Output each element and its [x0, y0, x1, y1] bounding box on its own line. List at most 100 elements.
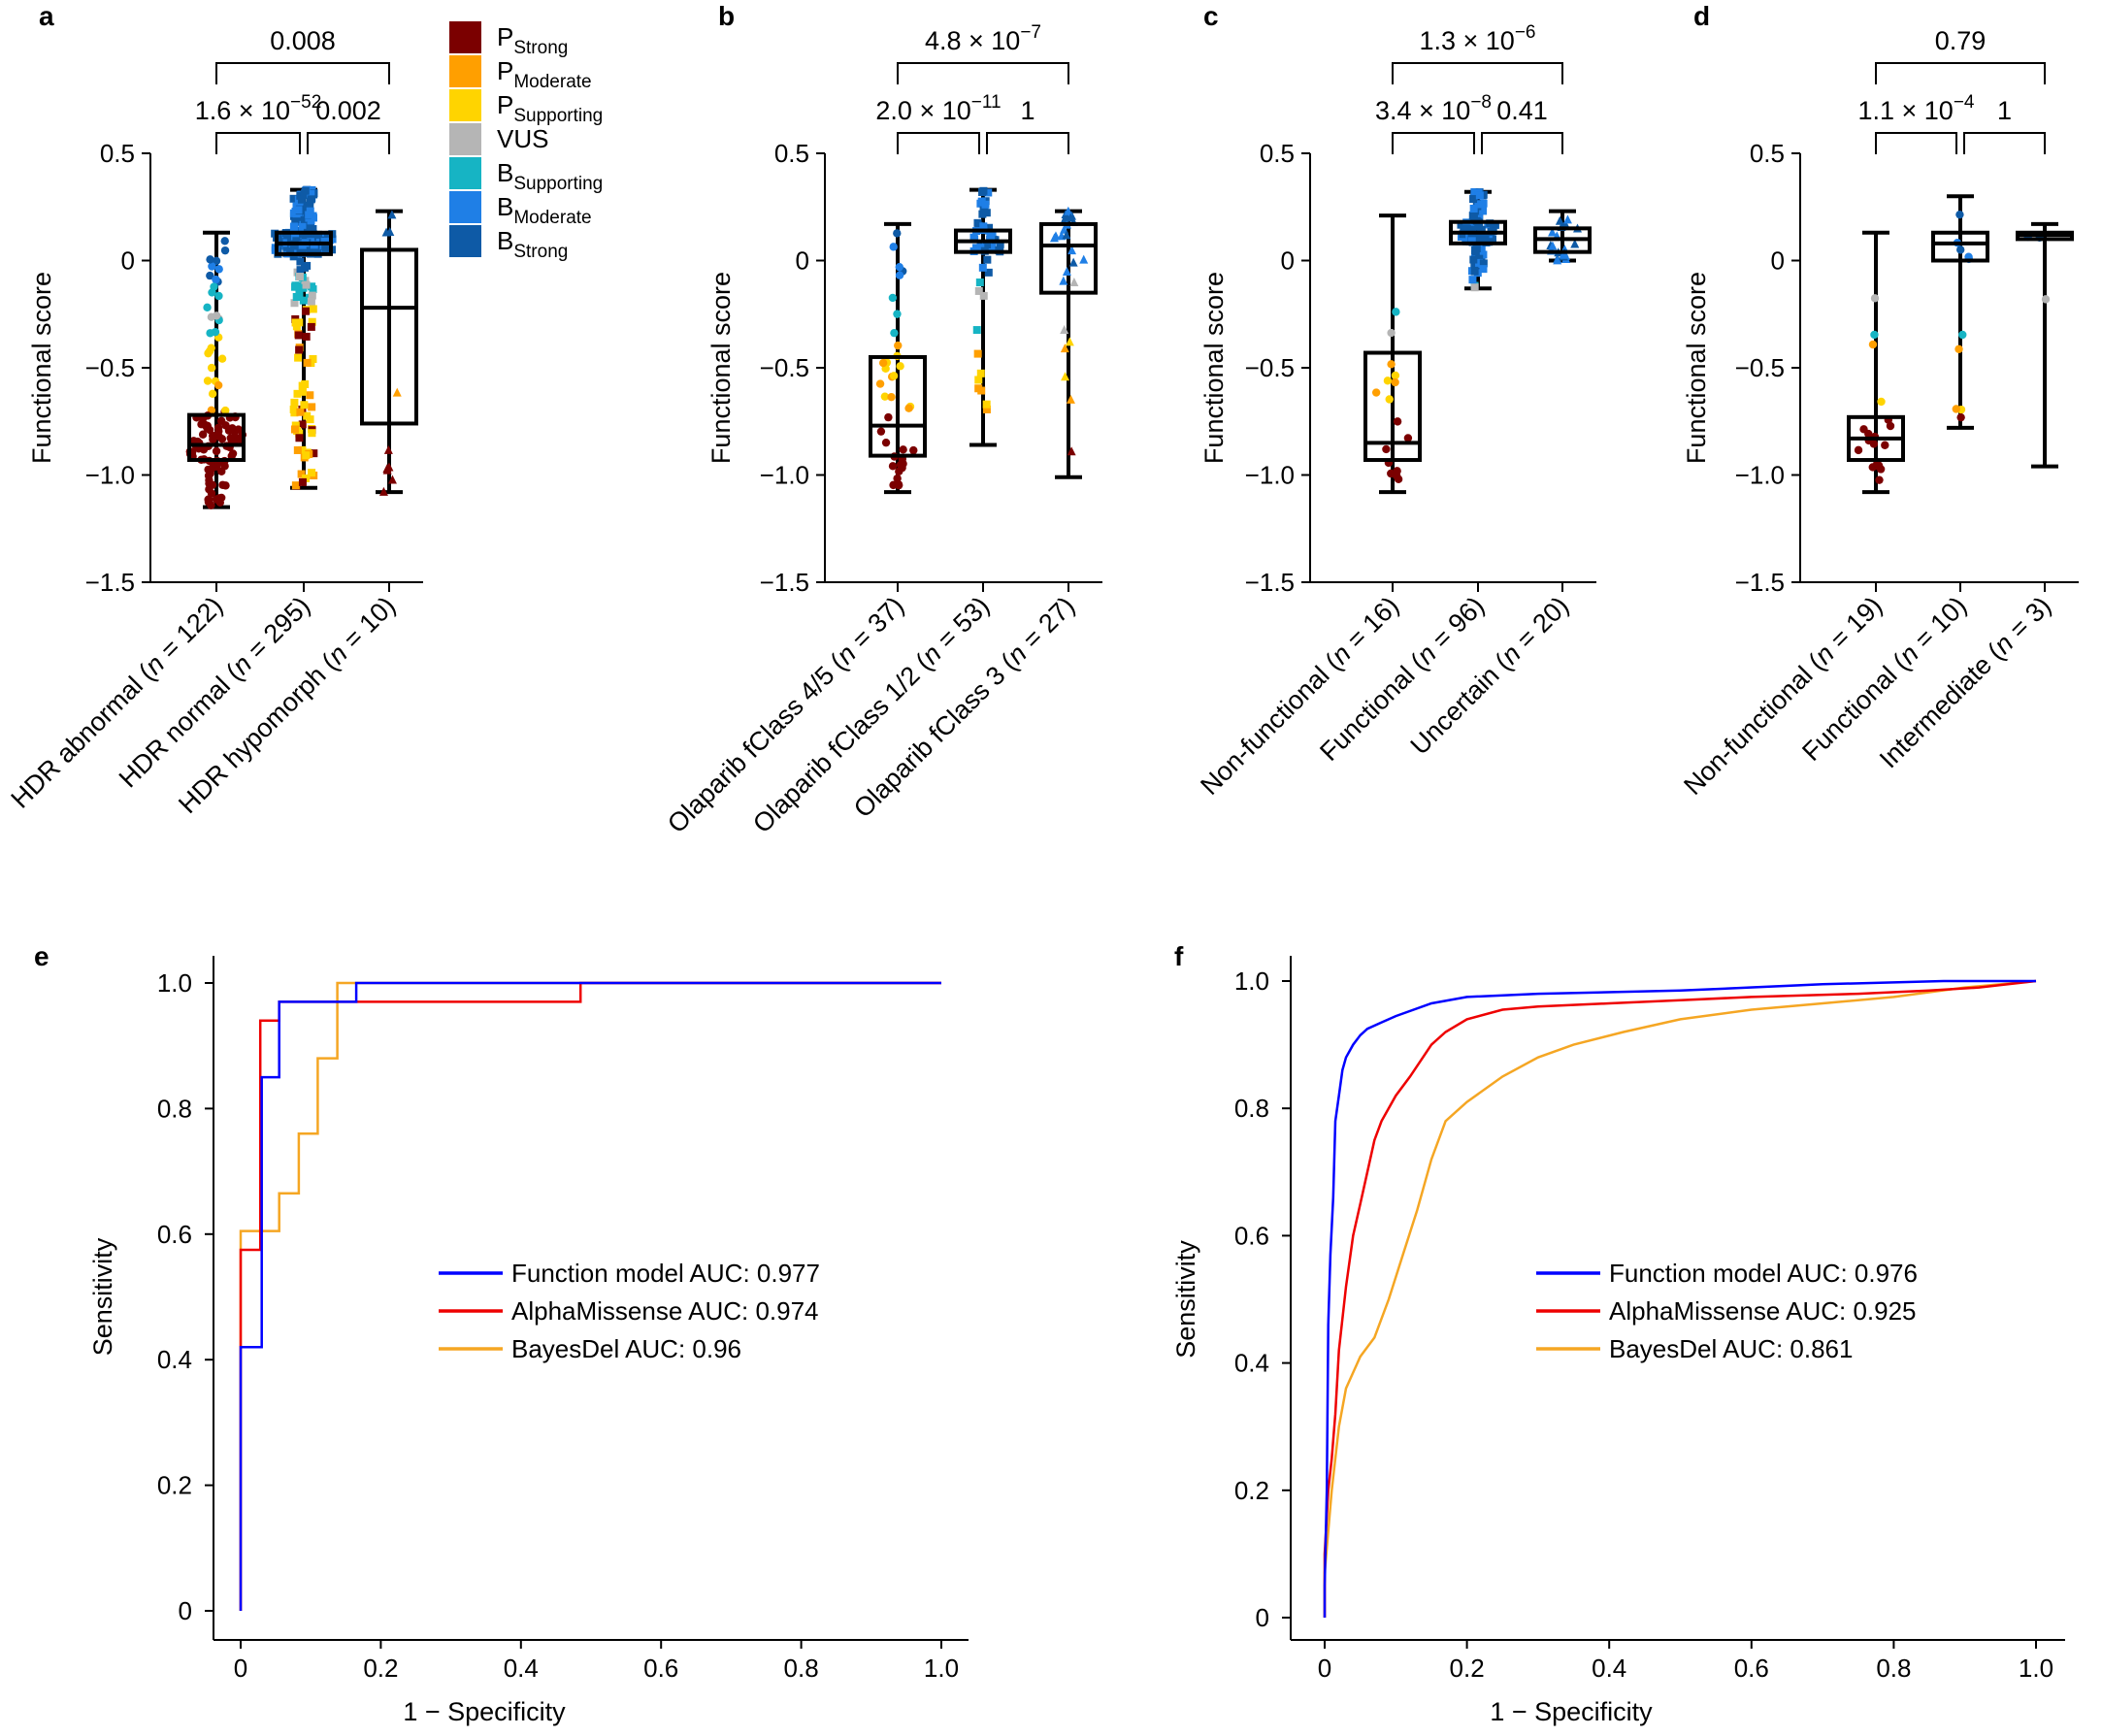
data-point: [218, 480, 227, 489]
legend-main: B: [497, 158, 513, 187]
pvalue-bracket-d: [1963, 132, 2046, 154]
y-axis-title-f: Sensitivity: [1171, 1240, 1200, 1359]
data-point: [207, 466, 215, 475]
y-axis-title-b: Functional score: [706, 272, 736, 464]
data-point: [300, 401, 309, 409]
y-tick-label-d: −0.5: [1735, 353, 1785, 382]
pvalue-label-a: 0.008: [270, 26, 336, 55]
data-point: [303, 358, 312, 367]
x-tick-label-text: Non-functional (: [1678, 649, 1829, 801]
data-point: [297, 195, 306, 204]
y-tick-label-a: 0: [121, 246, 135, 276]
data-point: [1468, 276, 1477, 284]
data-point: [291, 281, 300, 290]
data-point: [1881, 441, 1889, 449]
box-b: [1039, 221, 1098, 295]
legend-main: P: [497, 22, 513, 51]
y-tick-label-f: 0.8: [1234, 1094, 1269, 1123]
data-point: [220, 237, 229, 246]
x-tick-label-text: HDR abnormal (: [5, 660, 159, 814]
data-point: [295, 273, 304, 281]
pvalue-label-a: 1.6 × 10−52: [195, 92, 322, 125]
data-point: [1059, 276, 1068, 285]
data-point: [298, 387, 307, 396]
y-tick-label-b: −1.5: [760, 568, 809, 597]
data-point: [234, 425, 243, 434]
x-tick-label-n: = 53): [927, 591, 996, 660]
data-point: [303, 201, 312, 210]
data-point: [1479, 250, 1488, 259]
pvalue-exponent: −7: [1020, 22, 1041, 43]
x-tick-label-f: 0.6: [1734, 1654, 1769, 1683]
y-tick-label-c: −1.0: [1245, 461, 1295, 490]
data-point: [976, 244, 985, 252]
panel-label-e: e: [34, 941, 49, 971]
pvalue-bracket-c: [1481, 132, 1563, 154]
pvalue-label-b: 2.0 × 10−11: [875, 92, 1001, 125]
legend-sub: Moderate: [513, 72, 591, 92]
data-point: [1079, 254, 1089, 264]
legend-sub: Strong: [513, 38, 568, 58]
data-point: [314, 230, 323, 239]
pvalue-mantissa: 1.1 × 10: [1857, 96, 1953, 125]
x-tick-label-e: 0.2: [363, 1654, 398, 1683]
pvalue-mantissa: 1.3 × 10: [1419, 26, 1514, 55]
data-point: [294, 353, 303, 362]
pvalue-bracket-b: [897, 132, 980, 154]
data-point: [300, 216, 309, 225]
x-tick-label-f: 0.8: [1876, 1654, 1911, 1683]
data-point: [199, 445, 209, 454]
data-point: [216, 416, 226, 425]
data-point: [1060, 324, 1069, 334]
data-point: [301, 307, 310, 315]
y-tick-label-f: 0.6: [1234, 1221, 1269, 1250]
data-point: [307, 221, 315, 230]
legend-label-B_Supporting: BSupporting: [497, 158, 603, 194]
legend-swatch-VUS: [449, 123, 481, 155]
data-point: [293, 389, 302, 398]
legend-main: B: [497, 192, 513, 221]
data-point: [308, 403, 316, 411]
data-point: [972, 326, 981, 335]
legend-label-B_Moderate: BModerate: [497, 192, 592, 228]
data-point: [984, 268, 993, 277]
data-point: [220, 246, 230, 255]
data-point: [984, 188, 993, 197]
pvalue-bracket-d: [1875, 132, 1957, 154]
pvalue-mantissa: 2.0 × 10: [875, 96, 970, 125]
roc-curve-alphamissense: [1323, 979, 2037, 1618]
data-point: [983, 240, 992, 248]
y-tick-label-b: 0.5: [774, 139, 809, 168]
legend-swatch-B_Moderate: [449, 191, 481, 223]
data-point: [1570, 239, 1580, 248]
x-tick-label-c: Functional (n = 96): [1314, 591, 1490, 767]
y-tick-label-d: −1.0: [1735, 461, 1785, 490]
data-point: [295, 345, 304, 354]
y-tick-label-f: 0.4: [1234, 1349, 1269, 1378]
data-point: [387, 475, 397, 484]
data-point: [294, 206, 303, 214]
pvalue-label-a: 0.002: [315, 96, 381, 125]
data-point: [308, 429, 316, 438]
legend-swatch-P_Strong: [449, 21, 481, 53]
data-point: [1477, 244, 1486, 252]
data-point: [894, 341, 903, 350]
box-c: [1363, 350, 1422, 463]
data-point: [217, 467, 226, 476]
data-point: [299, 296, 308, 305]
data-point: [302, 280, 311, 289]
x-tick-label-n: = 16): [1336, 591, 1405, 660]
data-point: [1481, 233, 1490, 242]
data-point: [208, 389, 217, 399]
data-point: [1467, 225, 1476, 234]
x-tick-label-n: = 122): [149, 591, 228, 670]
chart-layer: 0.5 0 −0.5 −1.0 −1.5 Functional score HDR abno…: [5, 21, 2079, 1726]
pvalue-mantissa: 0.79: [1935, 26, 1987, 55]
data-point: [881, 438, 891, 447]
data-point: [290, 398, 299, 407]
data-point: [385, 227, 395, 237]
data-point: [290, 299, 299, 308]
data-point: [1470, 187, 1479, 196]
data-point: [893, 229, 902, 238]
data-point: [290, 425, 299, 434]
